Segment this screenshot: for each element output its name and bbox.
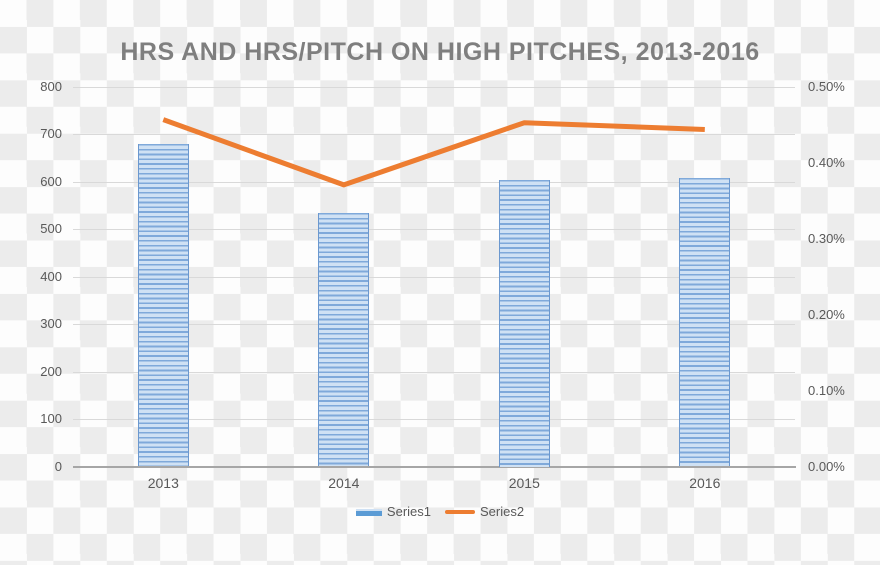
category-label: 2015: [508, 475, 540, 491]
right-axis-tick-label: 0.50%: [808, 79, 845, 94]
right-axis-tick-label: 0.10%: [808, 382, 845, 398]
left-axis-tick-label: 400: [40, 268, 62, 284]
gridline: [73, 87, 795, 88]
left-axis-tick-label: 100: [40, 411, 62, 427]
legend-label-series2: Series2: [480, 504, 525, 519]
legend-item-series1: Series1: [355, 504, 431, 520]
legend-label-series1: Series1: [386, 504, 431, 519]
legend: Series1 Series2: [0, 504, 880, 520]
bar-2015: [498, 179, 550, 467]
chart-title: HRS AND HRS/PITCH ON HIGH PITCHES, 2013-…: [120, 38, 760, 66]
series2-line: [162, 117, 705, 188]
x-axis-line: [73, 465, 796, 468]
category-label: 2013: [147, 475, 179, 491]
gridline: [73, 181, 795, 183]
bar-2013: [137, 143, 189, 467]
bar-2014: [318, 212, 370, 467]
gridline: [73, 419, 795, 421]
left-axis-tick-label: 0: [54, 458, 62, 474]
right-axis-tick-label: 0.00%: [808, 458, 845, 474]
gridline: [73, 324, 795, 326]
line-swatch-icon: [445, 510, 475, 514]
left-axis-tick-label: 800: [40, 79, 62, 94]
legend-item-series2: Series2: [445, 504, 524, 520]
right-axis-tick-label: 0.30%: [808, 230, 845, 246]
right-axis-tick-label: 0.40%: [808, 154, 845, 170]
gridline: [73, 371, 795, 373]
left-axis-tick-label: 500: [40, 221, 62, 237]
left-axis-tick-label: 300: [40, 316, 62, 332]
gridline: [73, 229, 795, 231]
bar-2016: [679, 178, 731, 467]
left-axis-tick-label: 200: [40, 363, 62, 379]
gridline: [73, 134, 795, 136]
right-axis-tick-label: 0.20%: [808, 306, 845, 322]
left-axis-tick-label: 600: [40, 173, 62, 189]
left-axis-tick-label: 700: [40, 126, 62, 142]
category-label: 2016: [689, 475, 721, 491]
gridline: [73, 276, 795, 278]
bar-swatch-icon: [355, 508, 382, 516]
category-label: 2014: [328, 475, 360, 491]
